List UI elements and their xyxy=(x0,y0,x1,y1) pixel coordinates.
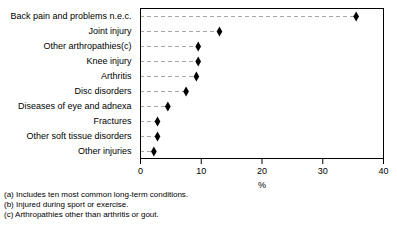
html-text:(b) Injured during sport or ex: (b) Injured during sport or exercise. xyxy=(4,200,129,209)
svg-text:0: 0 xyxy=(138,166,143,176)
svg-text:Knee injury: Knee injury xyxy=(86,56,132,66)
svg-text:Diseases of eye and adnexa: Diseases of eye and adnexa xyxy=(18,101,132,111)
svg-text:30: 30 xyxy=(318,166,328,176)
svg-text:Back pain and problems n.e.c.: Back pain and problems n.e.c. xyxy=(10,11,131,21)
svg-text:Disc disorders: Disc disorders xyxy=(74,86,132,96)
svg-text:Arthritis: Arthritis xyxy=(101,71,132,81)
svg-text:Other arthropathies(c): Other arthropathies(c) xyxy=(43,41,131,51)
svg-text:Other soft tissue disorders: Other soft tissue disorders xyxy=(26,131,132,141)
svg-text:10: 10 xyxy=(196,166,206,176)
svg-text:%: % xyxy=(258,180,266,190)
html-text:(a) Includes ten most common l: (a) Includes ten most common long-term c… xyxy=(4,190,189,199)
svg-text:Fractures: Fractures xyxy=(93,116,132,126)
svg-text:20: 20 xyxy=(257,166,267,176)
svg-text:Other injuries: Other injuries xyxy=(78,146,132,156)
svg-text:Joint injury: Joint injury xyxy=(88,26,132,36)
html-text:(c) Arthropathies other than a: (c) Arthropathies other than arthritis o… xyxy=(4,210,159,219)
svg-text:40: 40 xyxy=(378,166,388,176)
